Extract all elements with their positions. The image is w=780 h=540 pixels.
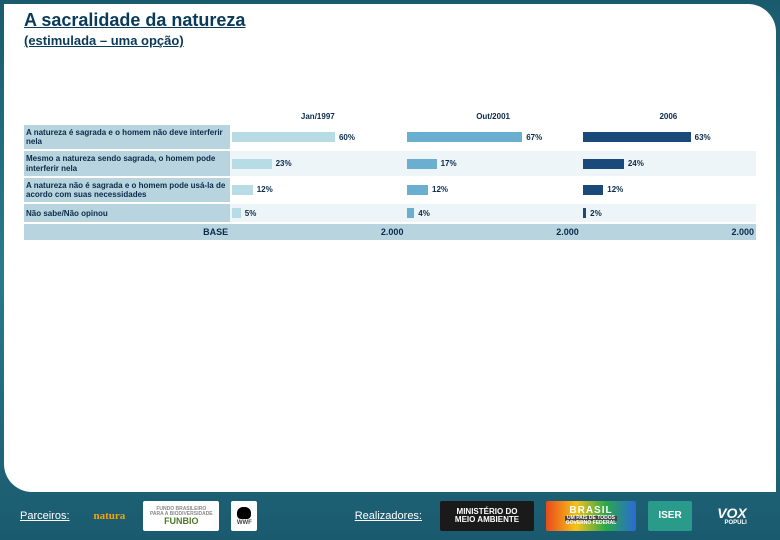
bar [407, 185, 428, 195]
col-header-1: Out/2001 [405, 108, 580, 125]
bar-value-label: 23% [276, 159, 292, 168]
bar [583, 208, 586, 218]
bar [232, 159, 271, 169]
bar-cell: 12% [230, 177, 405, 203]
bar [232, 208, 241, 218]
bar-cell: 17% [405, 150, 580, 176]
bar-cell: 12% [581, 177, 756, 203]
chart-table: Jan/1997 Out/2001 2006 A natureza é sagr… [24, 108, 756, 242]
panda-icon [237, 507, 251, 519]
bar-cell: 60% [230, 125, 405, 150]
bar-value-label: 12% [432, 185, 448, 194]
bar [232, 185, 253, 195]
logo-wwf: WWF [231, 501, 257, 531]
row-label: Mesmo a natureza sendo sagrada, o homem … [24, 150, 230, 176]
base-value: 2.000 [581, 223, 756, 241]
row-label: Não sabe/Não opinou [24, 203, 230, 223]
table-row: Não sabe/Não opinou 5% 4% 2% [24, 203, 756, 223]
bar-cell: 2% [581, 203, 756, 223]
bar-cell: 63% [581, 125, 756, 150]
footer-bar: Parceiros: natura FUNDO BRASILEIRO PARA … [0, 492, 780, 540]
slide-subtitle: (estimulada – uma opção) [24, 33, 756, 48]
logo-funbio-text: FUNBIO [149, 517, 213, 526]
logo-brasil-l3: GOVERNO FEDERAL [566, 521, 617, 526]
logo-vox: VOX POPULI [704, 501, 760, 531]
row-label: A natureza é sagrada e o homem não deve … [24, 125, 230, 150]
bar [407, 208, 414, 218]
bar [407, 132, 522, 142]
row-label: A natureza não é sagrada e o homem pode … [24, 177, 230, 203]
logo-wwf-text: WWF [237, 520, 252, 526]
logo-vox-text: VOX [717, 505, 747, 521]
logo-natura: natura [88, 501, 132, 531]
bar-cell: 23% [230, 150, 405, 176]
bar [583, 132, 691, 142]
col-header-2: 2006 [581, 108, 756, 125]
base-row: BASE2.0002.0002.000 [24, 223, 756, 241]
logo-funbio-sub: FUNDO BRASILEIRO PARA A BIODIVERSIDADE [149, 507, 213, 517]
slide-title: A sacralidade da natureza [24, 10, 756, 31]
bar-value-label: 60% [339, 133, 355, 142]
bar-value-label: 63% [695, 133, 711, 142]
bar-value-label: 2% [590, 209, 602, 218]
table-row: Mesmo a natureza sendo sagrada, o homem … [24, 150, 756, 176]
bar-value-label: 17% [441, 159, 457, 168]
logo-funbio: FUNDO BRASILEIRO PARA A BIODIVERSIDADE F… [143, 501, 219, 531]
bar-value-label: 4% [418, 209, 430, 218]
logo-brasil: BRASIL UM PAÍS DE TODOS GOVERNO FEDERAL [546, 501, 636, 531]
bar-value-label: 12% [607, 185, 623, 194]
realizadores-label: Realizadores: [355, 510, 422, 522]
parceiros-label: Parceiros: [20, 510, 70, 522]
header-row: Jan/1997 Out/2001 2006 [24, 108, 756, 125]
bar-cell: 67% [405, 125, 580, 150]
base-value: 2.000 [405, 223, 580, 241]
bar [407, 159, 436, 169]
logo-mma: MINISTÉRIO DO MEIO AMBIENTE [440, 501, 534, 531]
bar-value-label: 24% [628, 159, 644, 168]
bar-cell: 24% [581, 150, 756, 176]
table-row: A natureza é sagrada e o homem não deve … [24, 125, 756, 150]
logo-iser: ISER [648, 501, 692, 531]
logo-mma-l2: MEIO AMBIENTE [455, 516, 519, 524]
bar [583, 185, 604, 195]
base-label: BASE [24, 223, 230, 241]
bar-value-label: 67% [526, 133, 542, 142]
bar-value-label: 12% [257, 185, 273, 194]
col-header-0: Jan/1997 [230, 108, 405, 125]
bar [232, 132, 335, 142]
base-value: 2.000 [230, 223, 405, 241]
bar-cell: 12% [405, 177, 580, 203]
bar [583, 159, 624, 169]
bar-cell: 5% [230, 203, 405, 223]
slide-card: A sacralidade da natureza (estimulada – … [4, 4, 776, 492]
bar-cell: 4% [405, 203, 580, 223]
bar-value-label: 5% [245, 209, 257, 218]
table-row: A natureza não é sagrada e o homem pode … [24, 177, 756, 203]
